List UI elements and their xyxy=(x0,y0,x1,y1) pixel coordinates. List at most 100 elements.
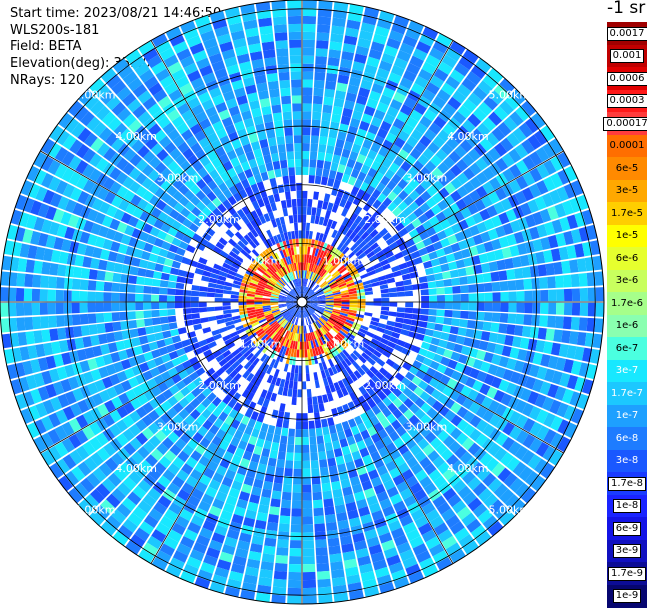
beta-gate-cell xyxy=(176,321,185,328)
beta-gate-cell xyxy=(57,264,66,276)
beta-gate-cell xyxy=(283,420,290,429)
beta-gate-cell xyxy=(48,289,56,301)
beta-gate-cell xyxy=(412,284,421,290)
beta-gate-cell xyxy=(313,492,323,501)
beta-gate-cell xyxy=(302,230,305,238)
beta-gate-cell xyxy=(310,143,318,151)
beta-gate-cell xyxy=(498,323,507,333)
beta-gate-cell xyxy=(429,295,437,301)
beta-gate-cell xyxy=(373,290,381,294)
beta-gate-cell xyxy=(103,292,111,301)
beta-gate-cell xyxy=(73,267,82,278)
beta-gate-cell xyxy=(207,311,215,316)
beta-gate-cell xyxy=(445,302,453,309)
beta-gate-cell xyxy=(420,283,429,290)
beta-gate-cell xyxy=(485,293,493,302)
beta-gate-cell xyxy=(265,433,273,442)
beta-gate-cell xyxy=(315,539,327,548)
beta-gate-cell xyxy=(309,365,313,373)
beta-gate-cell xyxy=(302,453,309,461)
beta-gate-cell xyxy=(316,168,323,177)
beta-gate-cell xyxy=(261,489,271,498)
beta-gate-cell xyxy=(302,167,308,175)
beta-gate-cell xyxy=(310,444,317,452)
beta-gate-cell xyxy=(264,57,276,66)
beta-gate-cell xyxy=(32,303,40,315)
beta-gate-cell xyxy=(508,313,517,323)
beta-gate-cell xyxy=(274,169,281,178)
beta-gate-cell xyxy=(289,556,301,564)
beta-gate-cell xyxy=(437,302,445,309)
beta-gate-cell xyxy=(287,444,294,452)
colorbar-cell: 3e-8 xyxy=(607,450,647,473)
beta-gate-cell xyxy=(25,331,35,345)
beta-gate-cell xyxy=(329,129,338,138)
beta-gate-cell xyxy=(306,223,310,231)
beta-gate-cell xyxy=(302,246,305,254)
beta-gate-cell xyxy=(178,327,187,334)
beta-gate-cell xyxy=(282,388,288,397)
beta-gate-cell xyxy=(254,302,262,304)
beta-gate-cell xyxy=(160,317,169,324)
beta-gate-cell xyxy=(569,331,579,345)
beta-gate-cell xyxy=(413,290,421,296)
beta-gate-cell xyxy=(419,321,428,328)
beta-gate-cell xyxy=(365,306,373,310)
beta-gate-cell xyxy=(88,313,97,323)
beta-gate-cell xyxy=(292,397,297,405)
beta-gate-cell xyxy=(293,485,302,493)
beta-gate-cell xyxy=(298,366,301,374)
beta-gate-cell xyxy=(389,302,397,306)
beta-gate-cell xyxy=(303,500,313,508)
beta-gate-cell xyxy=(192,318,201,324)
beta-gate-cell xyxy=(97,270,106,280)
beta-gate-cell xyxy=(302,445,309,453)
beta-gate-cell xyxy=(492,313,501,323)
beta-gate-cell xyxy=(267,522,278,531)
beta-gate-cell xyxy=(580,303,588,316)
beta-gate-cell xyxy=(538,328,547,340)
beta-gate-cell xyxy=(302,421,308,429)
colorbar-cell: 6e-7 xyxy=(607,337,647,360)
beta-gate-cell xyxy=(426,322,435,329)
beta-gate-cell xyxy=(493,303,501,312)
colorbar-cell: 3e-6 xyxy=(607,270,647,293)
beta-gate-cell xyxy=(332,489,342,498)
beta-gate-cell xyxy=(307,199,312,207)
beta-gate-cell xyxy=(461,302,469,310)
beta-gate-cell xyxy=(303,40,315,48)
beta-gate-cell xyxy=(331,162,339,171)
beta-gate-cell xyxy=(323,97,333,106)
beta-gate-cell xyxy=(555,316,564,328)
beta-gate-cell xyxy=(80,314,89,325)
beta-gate-cell xyxy=(332,154,340,163)
beta-gate-cell xyxy=(322,112,332,121)
beta-gate-cell xyxy=(458,268,467,277)
beta-gate-cell xyxy=(263,440,271,449)
beta-gate-cell xyxy=(278,144,286,153)
beta-gate-cell xyxy=(448,334,457,343)
beta-gate-cell xyxy=(366,302,374,305)
beta-gate-cell xyxy=(167,288,175,295)
colorbar-cell: 1e-5 xyxy=(607,225,647,248)
beta-gate-cell xyxy=(410,325,419,332)
beta-gate-cell xyxy=(481,263,490,273)
beta-gate-cell xyxy=(200,317,209,323)
beta-gate-cell xyxy=(302,366,305,374)
beta-gate-cell xyxy=(329,41,342,50)
beta-gate-cell xyxy=(483,322,492,332)
beta-gate-cell xyxy=(314,183,320,192)
beta-gate-cell xyxy=(389,292,397,297)
beta-gate-cell xyxy=(303,16,316,24)
beta-gate-cell xyxy=(310,151,317,159)
beta-gate-cell xyxy=(296,239,299,247)
beta-gate-cell xyxy=(297,191,302,199)
colorbar-cell: 1e-9 xyxy=(607,585,647,608)
beta-gate-cell xyxy=(442,271,451,279)
beta-gate-cell xyxy=(269,450,277,459)
beta-gate-cell xyxy=(287,159,294,167)
beta-gate-cell xyxy=(97,323,106,333)
beta-gate-cell xyxy=(300,342,302,350)
beta-gate-cell xyxy=(317,395,323,404)
